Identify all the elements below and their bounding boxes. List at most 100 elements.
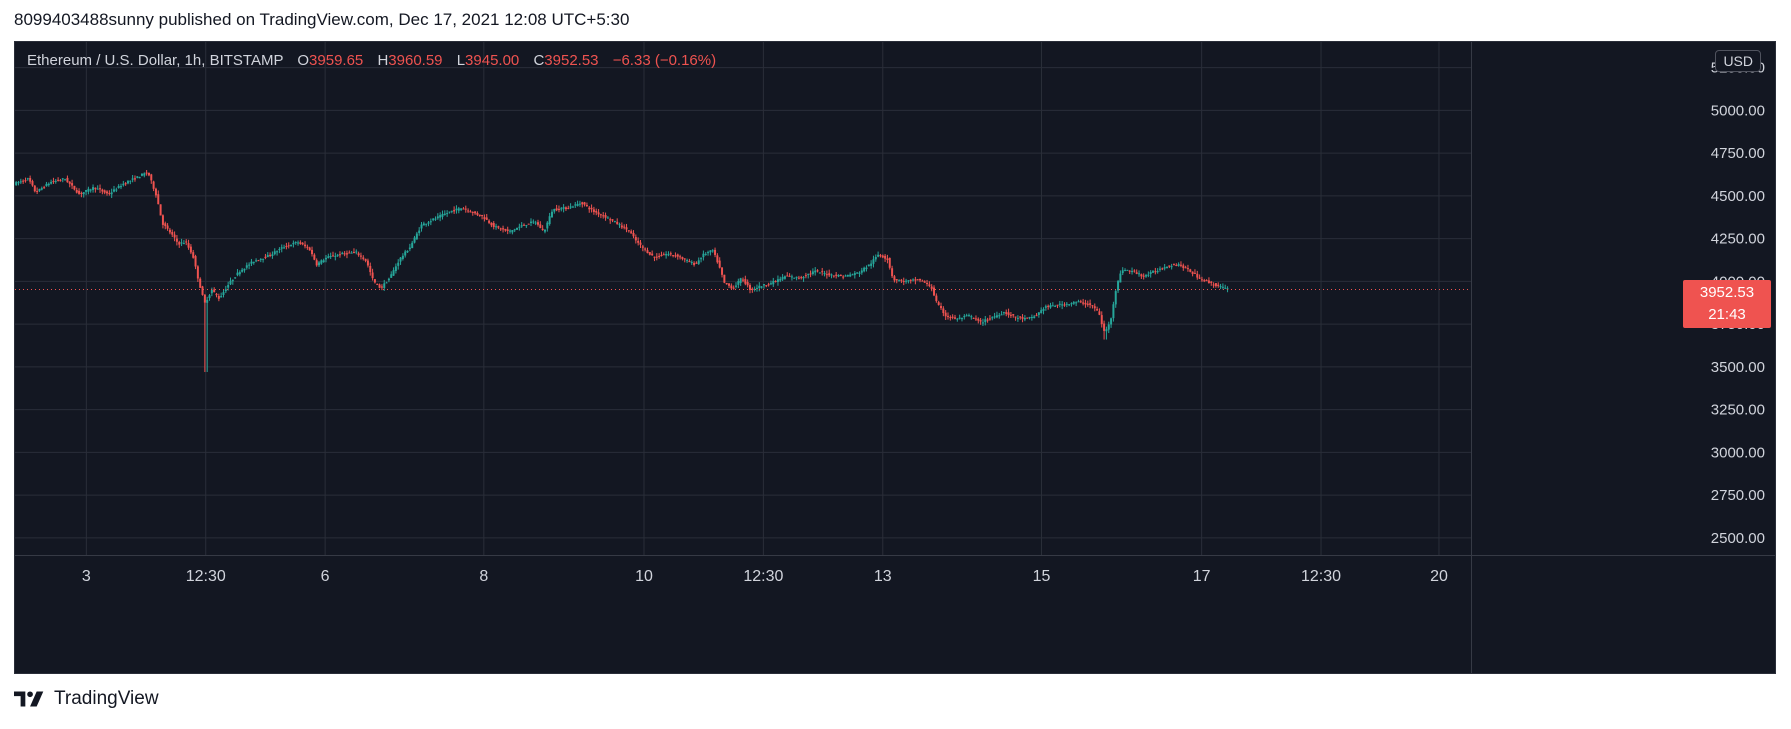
candle-body	[345, 253, 348, 255]
candle-body	[886, 258, 889, 260]
candle-body	[721, 267, 724, 275]
candle-body	[264, 256, 267, 258]
candle-body	[292, 242, 295, 245]
candle-body	[811, 271, 814, 275]
candle-body	[604, 215, 607, 218]
price-chart[interactable]: 2500.002750.003000.003250.003500.003750.…	[15, 42, 1776, 674]
candle-body	[318, 262, 321, 266]
candle-body	[550, 211, 553, 218]
candle-body	[133, 178, 136, 180]
candle-body	[171, 231, 174, 235]
candle-body	[1175, 265, 1178, 267]
candle-body	[138, 177, 141, 179]
candle-body	[1103, 323, 1106, 331]
candle-body	[774, 280, 777, 282]
candle-body	[231, 279, 234, 282]
candle-body	[73, 185, 76, 190]
candle-body	[611, 219, 614, 221]
x-tick-label: 6	[321, 568, 330, 585]
candle-body	[1170, 266, 1173, 268]
candle-body	[36, 191, 39, 193]
candle-body	[250, 261, 253, 264]
candle-body	[986, 319, 989, 321]
candle-body	[998, 315, 1001, 317]
candle-body	[436, 216, 439, 219]
candle-body	[499, 228, 502, 230]
candle-body	[702, 253, 705, 258]
candle-body	[1138, 273, 1141, 275]
candle-body	[735, 285, 738, 287]
candle-body	[369, 265, 372, 273]
candle-body	[495, 226, 498, 228]
candle-body	[136, 176, 139, 178]
x-tick-label: 12:30	[1301, 568, 1341, 585]
candle-body	[1189, 269, 1192, 272]
candle-body	[956, 318, 959, 320]
candle-body	[581, 202, 584, 205]
candle-body	[1107, 324, 1110, 330]
candle-body	[140, 173, 143, 176]
candle-body	[776, 279, 779, 283]
chart-panel[interactable]: 2500.002750.003000.003250.003500.003750.…	[14, 41, 1776, 674]
candle-body	[877, 254, 880, 257]
candle-body	[981, 322, 984, 324]
candle-body	[509, 230, 512, 232]
candle-body	[380, 286, 383, 288]
candle-body	[126, 181, 129, 184]
candle-body	[1007, 312, 1010, 316]
footer-brand[interactable]: TradingView	[54, 688, 159, 709]
candle-body	[245, 265, 248, 268]
candle-body	[797, 277, 800, 279]
candle-body	[108, 192, 111, 194]
candle-body	[898, 280, 901, 282]
candle-body	[154, 188, 157, 196]
candle-body	[942, 308, 945, 314]
candle-body	[660, 254, 663, 257]
candle-body	[662, 254, 665, 256]
candle-body	[115, 189, 118, 191]
candle-body	[418, 230, 421, 234]
candle-body	[585, 205, 588, 207]
candle-body	[823, 273, 826, 275]
candle-body	[905, 280, 908, 282]
candle-body	[52, 181, 55, 183]
candle-body	[383, 283, 386, 289]
candle-body	[224, 289, 227, 292]
candle-body	[730, 285, 733, 289]
candle-body	[674, 255, 677, 257]
candle-body	[951, 316, 954, 318]
candle-body	[432, 218, 435, 221]
candle-body	[1077, 301, 1080, 303]
candle-body	[928, 284, 931, 286]
candle-body	[290, 245, 293, 247]
candle-body	[397, 262, 400, 266]
candle-body	[506, 229, 509, 232]
candle-body	[94, 187, 97, 190]
candle-body	[50, 181, 53, 184]
candle-body	[690, 261, 693, 263]
open-label: O	[297, 52, 310, 69]
candle-body	[679, 256, 682, 258]
low-value: 3945.00	[465, 52, 520, 69]
candle-body	[66, 177, 69, 183]
candle-body	[24, 180, 27, 182]
candle-body	[930, 286, 933, 289]
candle-body	[68, 181, 71, 184]
candle-body	[979, 320, 982, 322]
candle-body	[248, 264, 251, 266]
candle-body	[1037, 312, 1040, 315]
candle-body	[1030, 317, 1033, 319]
candle-body	[567, 207, 570, 209]
candle-body	[492, 222, 495, 227]
candle-body	[781, 276, 784, 280]
candle-body	[278, 248, 281, 250]
currency-button[interactable]: USD	[1715, 50, 1761, 72]
candle-body	[974, 318, 977, 320]
candle-body	[1056, 304, 1059, 306]
candle-body	[914, 279, 917, 281]
symbol-label[interactable]: Ethereum / U.S. Dollar, 1h, BITSTAMP	[27, 52, 284, 69]
candle-body	[413, 237, 416, 243]
candle-body	[439, 215, 442, 218]
candle-body	[483, 217, 486, 219]
candle-body	[373, 279, 376, 283]
